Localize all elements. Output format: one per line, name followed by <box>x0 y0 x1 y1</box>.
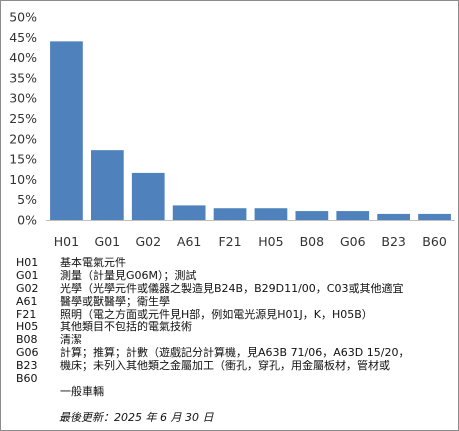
legend-list: H01 基本電氣元件 G01 測量（計量見G06M）；測試 G02 光學（光學元件或儀器之… <box>16 256 456 399</box>
y-tick-label: 15% <box>9 152 37 167</box>
x-tick-label: A61 <box>177 234 201 249</box>
y-tick-label: 40% <box>9 50 37 65</box>
bar <box>50 41 83 220</box>
legend-description: 光學（光學元件或儀器之製造見B24B，B29D11/00，C03或其他適宜 <box>60 282 404 295</box>
legend-code: B08 <box>16 333 38 347</box>
legend-description: 醫學或獸醫學；衛生學 <box>60 295 170 308</box>
legend-item: B23 機床；未列入其他類之金屬加工（衝孔，穿孔，用金屬板材，管材或 <box>16 359 456 373</box>
legend-item: H01 基本電氣元件 <box>16 256 456 270</box>
y-tick-label: 50% <box>9 10 37 25</box>
legend-code: G02 <box>16 281 39 295</box>
legend-item: F21 照明（電之方面或元件見H部，例如電光源見H01J，K，H05B） <box>16 307 456 322</box>
legend-code: G06 <box>16 346 39 360</box>
legend-code: F21 <box>16 307 37 321</box>
bar <box>336 211 370 220</box>
legend-description: 機床；未列入其他類之金屬加工（衝孔，穿孔，用金屬板材，管材或 <box>60 360 390 373</box>
bar <box>90 150 124 220</box>
legend-item: B60 <box>16 372 456 386</box>
x-tick-label: B23 <box>381 234 405 249</box>
bar <box>131 172 165 220</box>
legend-code: B60 <box>16 372 38 386</box>
y-tick-label: 0% <box>17 213 37 228</box>
legend-code: H05 <box>16 320 39 334</box>
legend-item: G01 測量（計量見G06M）；測試 <box>16 268 456 283</box>
x-tick-label: G01 <box>95 234 121 249</box>
bar <box>418 213 451 220</box>
legend-description: 計算；推算；計數（遊戲記分計算機，見A63B 71/06，A63D 15/20， <box>60 347 410 360</box>
y-tick-label: 45% <box>9 30 37 45</box>
legend-item: G06 計算；推算；計數（遊戲記分計算機，見A63B 71/06，A63D 15/… <box>16 346 456 360</box>
x-tick-label: F21 <box>218 234 241 249</box>
legend-description <box>60 373 456 386</box>
legend-continuation: 一般車輛 <box>60 384 104 398</box>
legend-item: G02 光學（光學元件或儀器之製造見B24B，B29D11/00，C03或其他適宜 <box>16 281 456 296</box>
legend-item: A61 醫學或獸醫學；衛生學 <box>16 294 456 309</box>
legend-item: B08 清潔 <box>16 333 456 347</box>
x-tick-label: H05 <box>258 234 283 249</box>
y-tick-label: 30% <box>9 91 37 106</box>
last-updated-note: 最後更新：2025 年 6 月 30 日 <box>59 411 214 424</box>
legend-description: 測量（計量見G06M）；測試 <box>60 269 197 282</box>
y-tick-label: 20% <box>9 131 37 146</box>
y-tick-label: 35% <box>9 70 37 85</box>
bar <box>213 208 247 220</box>
x-tick-label: G06 <box>340 234 366 249</box>
bar <box>295 211 329 220</box>
bar <box>172 205 206 220</box>
legend-code: G01 <box>16 268 39 282</box>
legend-code: B23 <box>16 359 38 373</box>
bar <box>254 208 288 220</box>
x-tick-label: B60 <box>422 234 447 249</box>
legend-description: 基本電氣元件 <box>60 257 126 269</box>
y-tick-label: 10% <box>9 172 37 187</box>
y-tick-label: 25% <box>9 111 37 126</box>
bar <box>377 213 411 220</box>
legend-code: A61 <box>16 294 38 308</box>
legend-code: H01 <box>16 256 39 269</box>
legend-item: H05 其他類目不包括的電氣技術 <box>16 321 456 334</box>
legend-description: 清潔 <box>60 334 82 347</box>
legend-description: 其他類目不包括的電氣技術 <box>60 321 192 334</box>
x-tick-label: B08 <box>300 234 325 249</box>
x-tick-label: H01 <box>54 234 79 249</box>
bar-chart: 0% 5% 10% 15% 20% 25% 30% 35% 40% 45% 50% H01 G01 G02… <box>9 10 455 249</box>
y-tick-label: 5% <box>17 192 37 207</box>
x-tick-label: G02 <box>135 234 161 249</box>
legend-description: 照明（電之方面或元件見H部，例如電光源見H01J，K，H05B） <box>60 308 373 321</box>
